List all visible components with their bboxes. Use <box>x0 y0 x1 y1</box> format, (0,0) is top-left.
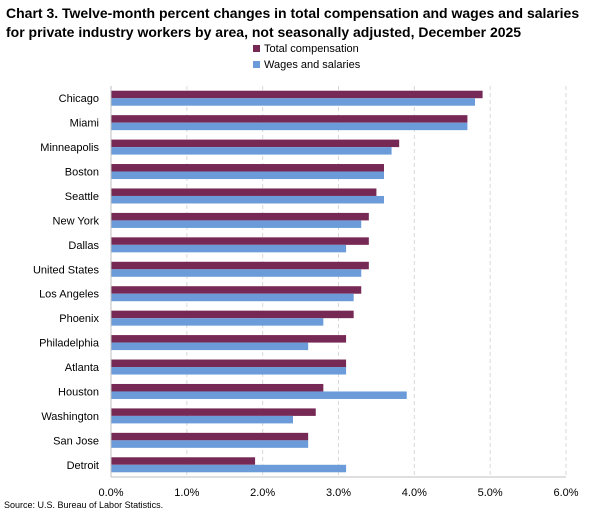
bar-total-compensation <box>111 261 369 270</box>
category-label: San Jose <box>53 435 99 447</box>
bar-total-compensation <box>111 188 377 196</box>
category-label: Washington <box>41 411 99 423</box>
bar-wages-salaries <box>111 342 309 351</box>
bar-wages-salaries <box>111 440 309 448</box>
bar-total-compensation <box>111 432 309 441</box>
bar-total-compensation <box>111 383 324 392</box>
x-tick-label: 5.0% <box>478 487 503 499</box>
bar-total-compensation <box>111 90 483 99</box>
bar-total-compensation <box>111 286 362 294</box>
bar-wages-salaries <box>111 220 362 228</box>
legend-swatch <box>253 61 260 68</box>
bar-wages-salaries <box>111 391 407 399</box>
category-label: New York <box>53 215 100 227</box>
category-label: Philadelphia <box>39 338 100 350</box>
x-tick-label: 3.0% <box>326 487 351 499</box>
category-label: Detroit <box>67 460 99 472</box>
category-label: Houston <box>58 386 99 398</box>
legend-label: Wages and salaries <box>264 59 361 71</box>
bar-wages-salaries <box>111 318 324 326</box>
bar-wages-salaries <box>111 269 362 277</box>
x-tick-label: 2.0% <box>250 487 275 499</box>
source-note: Source: U.S. Bureau of Labor Statistics. <box>4 500 164 510</box>
bar-wages-salaries <box>111 244 347 253</box>
bar-wages-salaries <box>111 98 475 106</box>
bar-wages-salaries <box>111 122 468 131</box>
bar-wages-salaries <box>111 464 347 473</box>
category-label: Dallas <box>68 240 99 252</box>
bar-total-compensation <box>111 164 384 172</box>
chart-title: Chart 3. Twelve-month percent changes in… <box>6 5 580 40</box>
bar-total-compensation <box>111 359 347 368</box>
bar-wages-salaries <box>111 415 293 424</box>
bar-total-compensation <box>111 237 369 245</box>
bar-total-compensation <box>111 408 316 416</box>
tick-labels: 0.0% 1.0% 2.0% 3.0% 4.0% 5.0% 6.0% <box>98 487 578 499</box>
x-tick-label: 4.0% <box>402 487 427 499</box>
legend-label: Total compensation <box>264 43 359 55</box>
legend: Total compensation Wages and salaries <box>253 43 361 71</box>
bar-wages-salaries <box>111 367 347 375</box>
bar-total-compensation <box>111 115 468 123</box>
x-tick-label: 6.0% <box>553 487 578 499</box>
bars <box>111 90 483 473</box>
category-labels: Chicago Miami Minneapolis Boston Seattle New … <box>33 93 100 472</box>
category-label: Miami <box>70 118 99 130</box>
category-label: Los Angeles <box>39 289 99 301</box>
category-label: Seattle <box>65 191 99 203</box>
x-tick-label: 0.0% <box>98 487 123 499</box>
bar-total-compensation <box>111 139 400 148</box>
category-label: Atlanta <box>65 362 100 374</box>
category-label: Boston <box>65 167 99 179</box>
x-tick-label: 1.0% <box>174 487 199 499</box>
axes <box>110 86 566 478</box>
bar-total-compensation <box>111 335 347 343</box>
bar-total-compensation <box>111 310 354 319</box>
bar-total-compensation <box>111 457 256 465</box>
category-label: Chicago <box>59 93 99 105</box>
bar-wages-salaries <box>111 195 384 204</box>
bar-wages-salaries <box>111 147 392 155</box>
bar-wages-salaries <box>111 171 384 180</box>
bar-wages-salaries <box>111 293 354 302</box>
bar-total-compensation <box>111 212 369 221</box>
category-label: Minneapolis <box>40 142 99 154</box>
category-label: United States <box>33 264 100 276</box>
legend-swatch <box>253 45 260 52</box>
category-label: Phoenix <box>59 313 99 325</box>
